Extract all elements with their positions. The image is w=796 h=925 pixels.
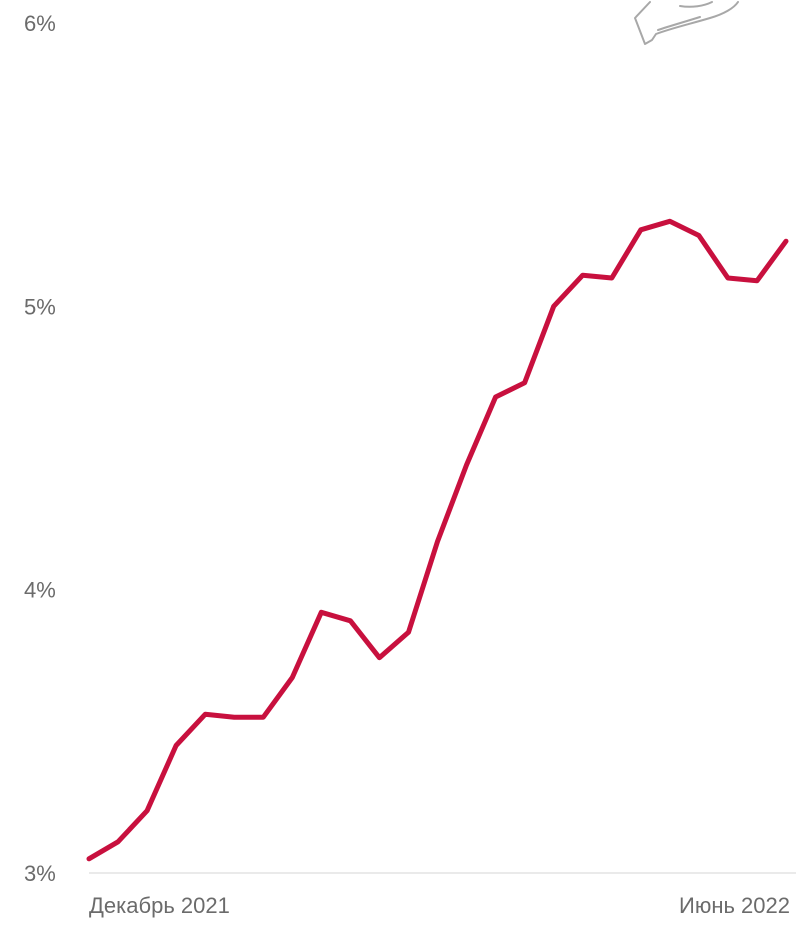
series-layer [86,218,789,862]
series-line [86,218,789,862]
hand-icon [634,1,739,45]
x-tick-label-end: Июнь 2022 [679,893,790,918]
y-tick-label: 6% [24,11,56,36]
x-tick-label-start: Декабрь 2021 [89,893,230,918]
x-axis-ticks: Декабрь 2021 Июнь 2022 [89,893,790,918]
y-tick-label: 4% [24,578,56,603]
y-axis-ticks: 3% 4% 5% 6% [24,11,56,886]
y-tick-label: 3% [24,861,56,886]
y-tick-label: 5% [24,294,56,319]
